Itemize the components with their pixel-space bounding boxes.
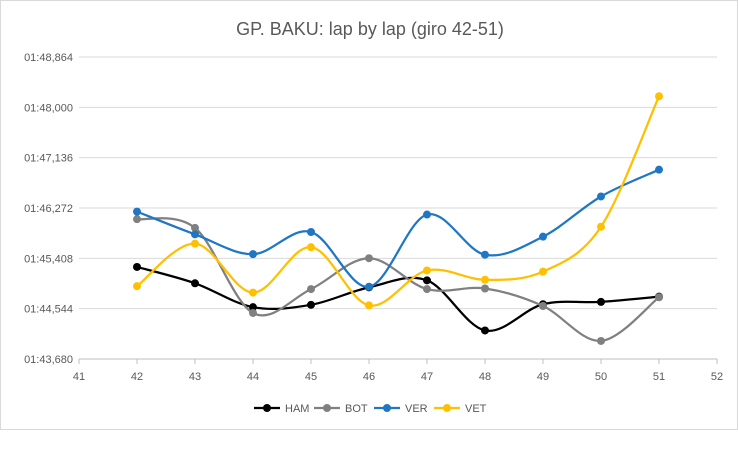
x-tick-label: 45 — [305, 371, 317, 383]
series-lines — [133, 92, 663, 345]
data-point-vet — [655, 92, 663, 101]
axes: 01:43,680 01:44,544 01:45,408 01:46,272 01:4… — [24, 52, 723, 383]
legend-label: VER — [405, 403, 428, 415]
legend-label: BOT — [345, 403, 368, 415]
data-point-ham — [597, 297, 605, 306]
y-tick-label: 01:44,544 — [24, 304, 73, 316]
data-point-ham — [423, 276, 431, 285]
data-point-bot — [539, 301, 547, 310]
legend-item-bot: BOT — [314, 403, 368, 415]
data-point-vet — [133, 282, 141, 291]
legend-item-ham: HAM — [254, 403, 309, 415]
x-tick-label: 51 — [653, 371, 665, 383]
legend-label: VET — [465, 403, 487, 415]
x-tick-label: 48 — [479, 371, 491, 383]
y-tick-label: 01:48,000 — [24, 102, 73, 114]
data-point-ver — [133, 207, 141, 216]
x-tick-label: 52 — [711, 371, 723, 383]
data-point-ver — [597, 192, 605, 201]
series-ver — [133, 165, 663, 291]
line-chart: GP. BAKU: lap by lap (giro 42-51) 01:43,… — [24, 19, 723, 415]
series-line-ham — [135, 265, 661, 332]
series-vet — [133, 92, 663, 310]
data-point-bot — [307, 285, 315, 294]
data-point-bot — [481, 284, 489, 293]
chart-title: GP. BAKU: lap by lap (giro 42-51) — [236, 19, 504, 39]
x-tick-label: 47 — [421, 371, 433, 383]
legend-swatch-marker — [443, 404, 451, 412]
y-tick-label: 01:48,864 — [24, 52, 73, 64]
data-point-ver — [539, 232, 547, 241]
data-point-ver — [481, 250, 489, 259]
data-point-ham — [191, 279, 199, 288]
x-tick-label: 46 — [363, 371, 375, 383]
data-point-bot — [423, 285, 431, 294]
chart-area: GP. BAKU: lap by lap (giro 42-51) 01:43,… — [0, 0, 738, 430]
data-point-ham — [481, 326, 489, 335]
data-point-ver — [423, 210, 431, 219]
legend-item-vet: VET — [434, 403, 487, 415]
grid-lines — [79, 56, 717, 310]
data-point-ham — [133, 262, 141, 271]
data-point-bot — [597, 336, 605, 345]
legend-item-ver: VER — [374, 403, 428, 415]
legend: HAM BOT VER VET — [254, 403, 487, 415]
legend-swatch-marker — [323, 404, 331, 412]
data-point-ver — [249, 250, 257, 259]
data-point-bot — [365, 254, 373, 263]
data-point-vet — [191, 239, 199, 248]
x-tick-label: 43 — [189, 371, 201, 383]
data-point-bot — [191, 223, 199, 232]
series-line-ver — [135, 168, 661, 288]
data-point-ver — [307, 228, 315, 237]
y-tick-label: 01:47,136 — [24, 153, 73, 165]
data-point-ham — [249, 303, 257, 312]
data-point-ver — [365, 282, 373, 291]
data-point-vet — [365, 301, 373, 310]
x-tick-label: 41 — [73, 371, 85, 383]
data-point-vet — [307, 243, 315, 252]
legend-swatch-marker — [263, 404, 271, 412]
data-point-vet — [249, 288, 257, 297]
x-tick-label: 42 — [131, 371, 143, 383]
legend-label: HAM — [285, 403, 309, 415]
data-point-vet — [539, 267, 547, 276]
data-point-ver — [191, 230, 199, 239]
y-tick-label: 01:46,272 — [24, 203, 73, 215]
x-tick-label: 44 — [247, 371, 259, 383]
data-point-ver — [655, 165, 663, 174]
data-point-vet — [481, 275, 489, 284]
data-point-vet — [597, 222, 605, 231]
series-ham — [133, 262, 663, 335]
y-tick-label: 01:43,680 — [24, 354, 73, 366]
data-point-bot — [249, 308, 257, 317]
series-line-vet — [135, 95, 661, 307]
data-point-ham — [307, 300, 315, 309]
data-point-bot — [655, 293, 663, 302]
legend-swatch-marker — [383, 404, 391, 412]
data-point-bot — [133, 215, 141, 224]
x-tick-label: 49 — [537, 371, 549, 383]
y-tick-label: 01:45,408 — [24, 253, 73, 265]
data-point-vet — [423, 266, 431, 275]
x-tick-label: 50 — [595, 371, 607, 383]
